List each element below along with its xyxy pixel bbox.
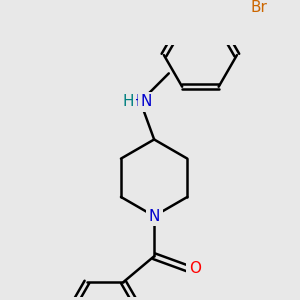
Text: N: N (148, 208, 160, 224)
Text: H: H (122, 94, 134, 109)
Text: Br: Br (250, 0, 267, 15)
Text: HN: HN (129, 94, 152, 109)
Text: N: N (140, 94, 152, 109)
Text: O: O (189, 261, 201, 276)
